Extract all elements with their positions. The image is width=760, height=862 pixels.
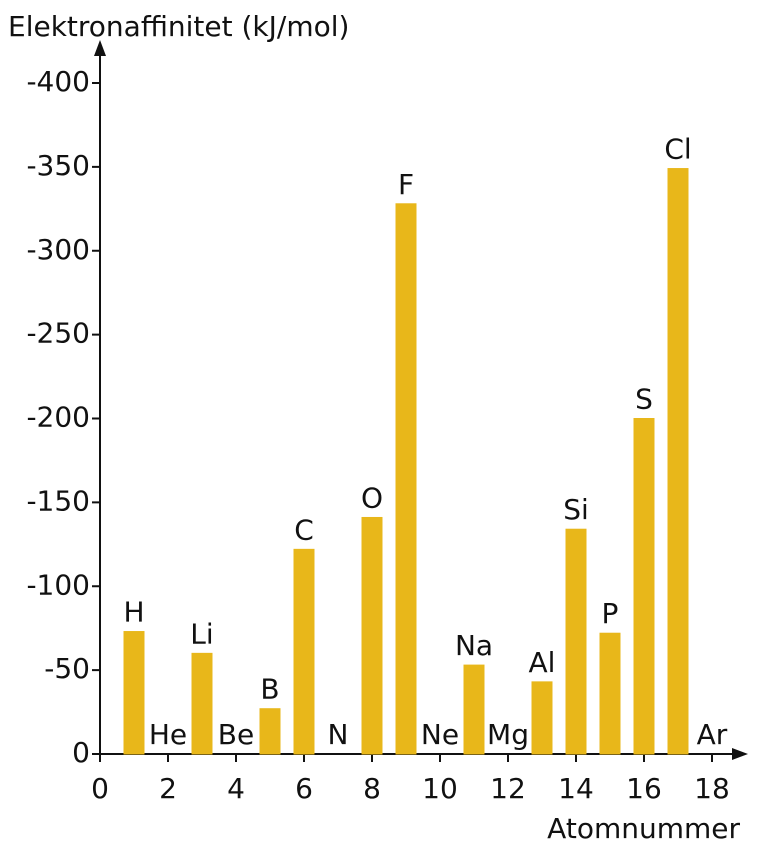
bar-label: N bbox=[328, 718, 349, 751]
y-tick-label: 0 bbox=[72, 736, 90, 769]
bar bbox=[633, 418, 655, 755]
bar-label: O bbox=[361, 481, 383, 514]
y-tick-label: -150 bbox=[26, 484, 90, 517]
bar-label: S bbox=[635, 383, 653, 416]
x-axis-label: Atomnummer bbox=[547, 812, 740, 845]
chart-title: Elektronaffinitet (kJ/mol) bbox=[8, 10, 349, 43]
x-tick-label: 14 bbox=[558, 772, 594, 805]
bar-label: C bbox=[294, 513, 314, 546]
bar bbox=[531, 681, 553, 755]
bar bbox=[361, 516, 383, 755]
bar-label: Ar bbox=[697, 718, 728, 751]
y-tick-label: -300 bbox=[26, 233, 90, 266]
bar bbox=[599, 632, 621, 755]
x-tick-label: 16 bbox=[626, 772, 662, 805]
y-axis-arrow bbox=[94, 40, 106, 56]
bar bbox=[565, 528, 587, 755]
x-tick-label: 2 bbox=[159, 772, 177, 805]
x-tick-label: 8 bbox=[363, 772, 381, 805]
y-tick-label: -50 bbox=[44, 652, 90, 685]
bar-label: Be bbox=[218, 718, 254, 751]
bar bbox=[293, 548, 315, 755]
bar bbox=[259, 708, 281, 755]
bar-label: H bbox=[123, 596, 144, 629]
y-tick-label: -200 bbox=[26, 401, 90, 434]
bar bbox=[191, 652, 213, 755]
y-tick-label: -250 bbox=[26, 317, 90, 350]
x-tick-label: 12 bbox=[490, 772, 526, 805]
bar-label: B bbox=[260, 673, 279, 706]
bar-label: P bbox=[602, 597, 619, 630]
x-tick-label: 0 bbox=[91, 772, 109, 805]
bar-label: Li bbox=[190, 617, 213, 650]
bar-label: Cl bbox=[664, 133, 691, 166]
bar-label: Na bbox=[455, 629, 493, 662]
bar-label: Mg bbox=[487, 718, 529, 751]
bar bbox=[123, 631, 145, 755]
y-tick-label: -100 bbox=[26, 568, 90, 601]
x-tick-label: 18 bbox=[694, 772, 730, 805]
bar-label: Al bbox=[529, 646, 556, 679]
x-axis-arrow bbox=[732, 748, 748, 760]
bar-label: F bbox=[398, 168, 414, 201]
y-tick-label: -400 bbox=[26, 65, 90, 98]
bar bbox=[463, 664, 485, 755]
bar bbox=[395, 203, 417, 755]
bar-label: He bbox=[149, 718, 187, 751]
bar-label: Si bbox=[563, 493, 589, 526]
x-tick-label: 4 bbox=[227, 772, 245, 805]
bar bbox=[667, 168, 689, 755]
bar-label: Ne bbox=[421, 718, 459, 751]
x-tick-label: 6 bbox=[295, 772, 313, 805]
x-tick-label: 10 bbox=[422, 772, 458, 805]
y-tick-label: -350 bbox=[26, 149, 90, 182]
